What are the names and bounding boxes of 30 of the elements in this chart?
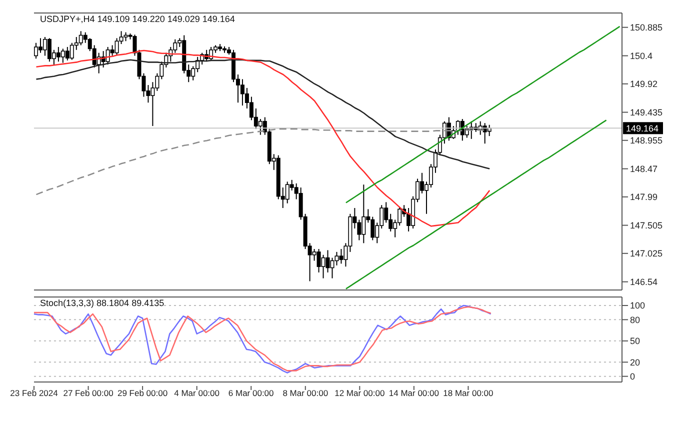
y-tick-label: 20: [630, 357, 640, 368]
y-tick-label: 150.4: [630, 50, 653, 61]
x-tick-label: 4 Mar 00:00: [174, 388, 220, 398]
y-tick-label: 80: [630, 314, 640, 325]
y-tick-label: 148.955: [630, 136, 663, 146]
y-tick-label: 147.99: [630, 192, 658, 202]
chart-title: Stoch(13,3,3) 88.1804 89.4135: [40, 298, 164, 308]
y-tick-label: 147.025: [630, 248, 663, 259]
y-tick-label: 0: [630, 372, 636, 382]
y-tick-label: 147.505: [630, 220, 663, 230]
y-tick-label: 150.885: [630, 22, 663, 33]
x-tick-label: 14 Mar 00:00: [388, 388, 440, 398]
y-tick-label: 148.47: [630, 164, 658, 174]
x-tick-label: 29 Feb 00:00: [118, 388, 168, 398]
ref-line-label: 149.164: [626, 124, 659, 134]
x-tick-label: 8 Mar 00:00: [282, 388, 328, 398]
x-tick-label: 18 Mar 00:00: [443, 388, 494, 398]
chart-title: USDJPY+,H4 149.109 149.220 149.029 149.164: [40, 14, 235, 24]
line-series: [345, 26, 620, 204]
y-tick-label: 50: [630, 336, 640, 346]
x-tick-label: 12 Mar 00:00: [334, 388, 385, 398]
x-tick-label: 23 Feb 2024: [10, 388, 58, 398]
y-tick-label: 146.54: [630, 276, 658, 287]
candlestick: [330, 257, 334, 279]
x-tick-label: 27 Feb 00:00: [63, 388, 114, 398]
y-tick-label: 149.92: [630, 79, 658, 90]
x-tick-label: 6 Mar 00:00: [228, 388, 274, 398]
y-tick-label: 149.435: [630, 107, 663, 118]
line-series: [345, 120, 607, 290]
y-tick-label: 100: [630, 300, 646, 311]
